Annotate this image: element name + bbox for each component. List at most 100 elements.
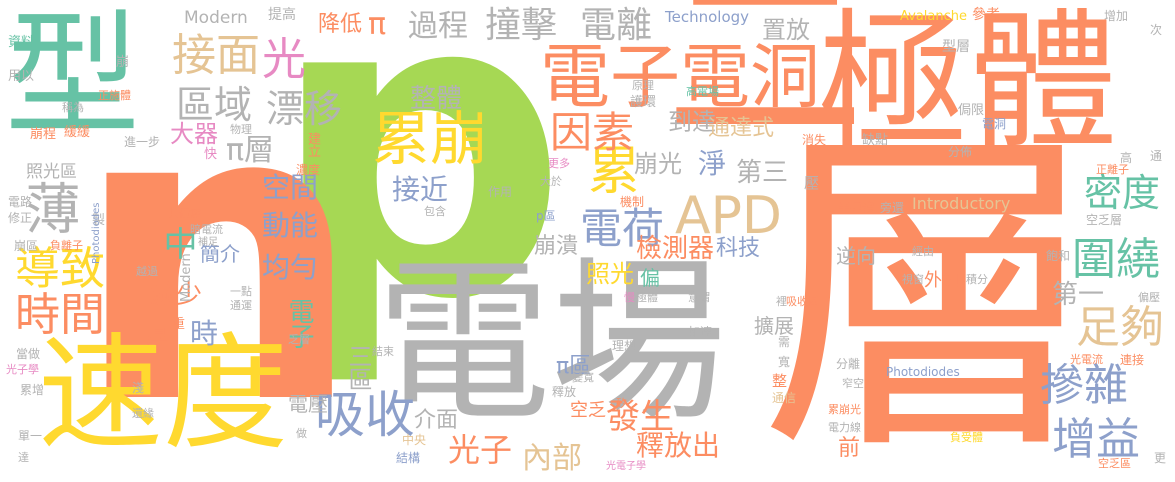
word-jiemian: 接面 [172, 30, 260, 81]
word-jianshao: 減少 [150, 280, 203, 310]
word-fenli: 分離 [836, 357, 861, 371]
word-daozhi: 導致 [15, 242, 106, 295]
word-introductory: Introductory [912, 194, 1011, 213]
word-zhengti: 整體 [410, 84, 463, 114]
word-nongdu: 濃度 [296, 163, 321, 177]
word-pian: 偏 [640, 266, 660, 290]
word-tigao: 提高 [268, 7, 296, 23]
word-zhongyang: 中央 [402, 433, 427, 447]
word-kuai: 快 [204, 147, 218, 162]
word-andianliu: 暗電流 [190, 223, 223, 236]
word-fuceti: 負受體 [950, 431, 983, 444]
word-tong: 通 [1150, 149, 1163, 163]
word-zhenglizi: 正離子 [1096, 163, 1129, 176]
word-benguang: 崩光 [634, 150, 682, 178]
word-ceng-big: 層 [760, 100, 1100, 482]
word-benqu: 崩區 [14, 239, 39, 253]
word-zhong: 中 [157, 226, 197, 259]
word-shifang: 釋放 [552, 385, 577, 399]
word-tongdashi: 通達式 [708, 116, 775, 141]
word-jiejin: 接近 [392, 173, 449, 206]
word-quyu: 區域 [176, 83, 253, 127]
word-bao: 薄 [16, 180, 80, 233]
word-lei: 累 [588, 142, 641, 202]
word-huanyuan: 還緣 [132, 407, 154, 420]
word-keji: 科技 [716, 236, 761, 261]
word-leibeng: 累崩 [372, 105, 489, 173]
word-pangji: 極體 [636, 291, 658, 304]
word-gongjiajian: 共價鍵 [168, 207, 201, 220]
word-dayu: 大於 [540, 175, 562, 188]
word-jiasu: 加速 [688, 325, 713, 339]
word-shi: 時 [190, 317, 219, 350]
word-daoda: 到達 [668, 108, 716, 136]
word-baohe: 飽和 [1046, 249, 1071, 263]
word-dianlixian: 電力線 [828, 421, 861, 434]
word-fudianzi: 負離子 [50, 239, 83, 252]
word-li: 裡 [776, 295, 787, 308]
word-modern-top: Modern [184, 8, 248, 28]
word-sudu: 速度 [38, 322, 288, 467]
word-baohan: 包含 [424, 205, 446, 218]
word-pi-qu: π區 [556, 354, 592, 379]
word-hou: 厚 [146, 324, 169, 349]
word-yinsu: 因素 [550, 108, 635, 157]
word-ya: 壓 [804, 174, 820, 192]
word-xishouqu: 吸收區 [786, 295, 819, 308]
word-lianjie: 連接 [1120, 353, 1145, 367]
word-photodiodes: Photodiodes [886, 365, 960, 379]
word-dianlu: 電路 [8, 195, 33, 209]
word-jingyou: 經由 [912, 245, 934, 258]
word-jiancheqi: 檢測器 [636, 234, 715, 264]
word-qian2: 淺 [132, 381, 145, 395]
word-zhong2: 重 [172, 317, 186, 332]
word-gao: 高 [1120, 151, 1133, 165]
word-modern-left: Modern [179, 253, 194, 302]
word-xing: 型 [5, 0, 140, 154]
word-kongfa: 空乏 [570, 400, 606, 421]
word-geng: 更多 [548, 157, 570, 170]
word-huanhuan: 緩緩 [64, 125, 91, 140]
word-qian: 前 [838, 436, 861, 461]
word-yuanli: 原理 [632, 79, 654, 92]
word-neibu: 內部 [522, 441, 582, 476]
word-photodiodes-left: Photodiodes [91, 202, 102, 264]
word-zhaoguang: 照光 [586, 260, 634, 288]
word-tongyun: 通運 [230, 299, 252, 312]
word-geng2: 更 [1154, 451, 1167, 465]
word-yiwei: 意謂 [688, 291, 710, 304]
word-zhi: 製 [92, 213, 106, 228]
word-jiemian2: 介面 [414, 408, 459, 433]
word-zhifang: 置放 [762, 16, 810, 44]
word-yidian: 一點 [230, 285, 252, 298]
word-piaoyi: 漂移 [266, 87, 343, 131]
word-dangzuo: 當做 [16, 347, 41, 361]
word-xiaoshi: 消失 [802, 133, 827, 147]
word-dianzi-top: 電子 [540, 36, 680, 118]
word-jieshu: 結束 [372, 345, 394, 358]
word-buzu: 補足 [198, 237, 218, 248]
word-dianchang: 電場 [376, 242, 726, 445]
word-fenbu: 分佈 [948, 145, 973, 159]
word-p: p [268, 0, 569, 392]
word-guang-top: 光 [262, 34, 306, 85]
word-fasheng: 發生 [606, 397, 674, 437]
word-bengcheng: 崩程 [30, 127, 57, 142]
word-gaodianchang: 高電場 [686, 85, 719, 98]
word-queidian: 缺點 [862, 133, 889, 148]
word-jianli: 建立 [305, 132, 320, 157]
word-dianya: 電壓 [288, 392, 328, 416]
word-shifangchu: 釋放出 [636, 429, 721, 462]
word-da: 達 [18, 451, 29, 464]
word-san-qu: 三區 [344, 344, 372, 391]
word-avalanche: Avalanche [900, 9, 967, 24]
word-zuoyong: 作用 [488, 185, 513, 199]
word-jiegou: 結構 [396, 451, 421, 465]
word-waijia: 外加 [924, 270, 960, 291]
word-man: 慢 [624, 291, 635, 304]
word-zhaikong: 窄空 [842, 377, 864, 390]
word-kongjian: 空間 [262, 171, 319, 204]
word-banbaoti: 半導體 [838, 201, 875, 215]
word-zhengshiti: 正施體 [98, 89, 131, 102]
word-zuo: 做 [296, 427, 307, 440]
